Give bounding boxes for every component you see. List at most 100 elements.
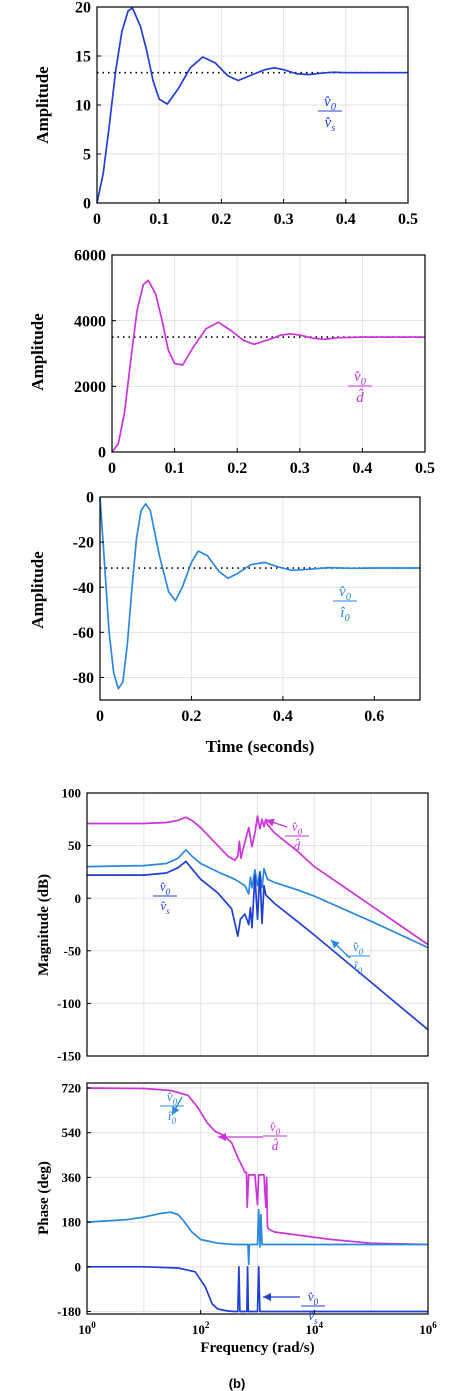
- fraction-denominator-sub: s: [331, 123, 335, 134]
- y-axis-label: Amplitude: [28, 313, 47, 391]
- plot-frame: [111, 254, 426, 453]
- fraction-denominator: d̂: [294, 838, 301, 853]
- y-axis-label: Phase (deg): [36, 1161, 52, 1235]
- y-tick-label: 540: [62, 1125, 82, 1140]
- x-tick-exponent: 6: [432, 1320, 437, 1330]
- fraction-denominator-sub: 0: [172, 1116, 177, 1126]
- x-tick-label: 100: [78, 1320, 96, 1337]
- fraction-denominator-sub: s: [166, 906, 170, 916]
- y-tick-label: 20: [75, 0, 91, 17]
- step-response-io-chart: 0 -20 -40 -60 -80 0 0.2 0.4 0.6 Amplitude Time (se…: [28, 490, 421, 756]
- arrow-head: [263, 1293, 271, 1301]
- arrow-head: [172, 1106, 180, 1115]
- fraction-numerator: v̂0: [270, 1119, 281, 1137]
- x-tick-label: 0.4: [352, 460, 372, 477]
- fraction-numerator-sub: 0: [331, 102, 337, 113]
- y-tick-label: 360: [62, 1170, 82, 1185]
- x-tick-exponent: 4: [319, 1320, 324, 1330]
- series-line-0: [87, 815, 429, 946]
- transfer-fn-label-2: v̂0v̂s: [301, 1289, 325, 1326]
- transfer-fn-label-0: v̂0d̂: [285, 819, 309, 853]
- y-tick-label: -50: [64, 943, 81, 958]
- arrow-head: [218, 1133, 226, 1141]
- x-axis-label: Frequency (rad/s): [200, 1340, 314, 1356]
- figure-label-b: (b): [229, 1376, 246, 1391]
- y-tick-label: 0: [75, 891, 82, 906]
- y-axis-label: Magnitude (dB): [36, 874, 52, 976]
- x-tick-label: 0.3: [290, 460, 310, 477]
- y-tick-label: -150: [57, 1049, 81, 1064]
- fraction-numerator-sub: 0: [359, 947, 364, 957]
- y-tick-label: 2000: [74, 379, 106, 396]
- fraction-denominator-sub: s: [314, 1316, 318, 1326]
- fraction-denominator: î0: [340, 605, 350, 624]
- x-tick-label: 0: [93, 211, 101, 228]
- y-tick-label: 0: [83, 196, 91, 213]
- y-tick-label: 6000: [74, 248, 106, 265]
- x-tick-label: 0.4: [336, 211, 356, 228]
- fraction-numerator-sub: 0: [166, 887, 171, 897]
- series-line-2: [87, 860, 429, 1031]
- fraction-numerator-sub: 0: [346, 592, 352, 603]
- y-tick-label: 720: [62, 1081, 82, 1096]
- arrow-io-mag: [330, 939, 351, 959]
- y-tick-label: 0: [86, 490, 94, 507]
- series-line-1: [86, 1208, 428, 1266]
- transfer-fn-label-2: v̂0î0: [346, 939, 370, 976]
- plot-frame: [86, 1082, 429, 1315]
- plot-area: [100, 497, 420, 700]
- fraction-denominator-sub: 0: [344, 613, 350, 624]
- fraction-numerator-sub: 0: [276, 1127, 281, 1137]
- fraction-numerator: v̂0: [160, 879, 171, 897]
- series-line-0: [86, 1087, 429, 1246]
- fraction-denominator: î0: [354, 958, 363, 976]
- y-tick-label: 50: [68, 838, 81, 853]
- fraction-denominator: v̂s: [308, 1308, 318, 1326]
- fraction-denominator: d̂: [356, 389, 364, 406]
- y-tick-label: 10: [75, 98, 91, 115]
- transfer-fn-label-0: v̂0d̂: [263, 1119, 287, 1153]
- arrow-io-phase: [171, 1096, 183, 1116]
- fraction-numerator-sub: 0: [298, 827, 303, 837]
- y-tick-label: -100: [57, 996, 81, 1011]
- x-tick-label: 0: [108, 460, 116, 477]
- y-tick-label: 15: [75, 49, 91, 66]
- fraction-numerator: v̂0: [167, 1089, 178, 1107]
- arrow-head: [266, 818, 275, 827]
- fraction-numerator-sub: 0: [173, 1097, 178, 1107]
- fraction-numerator-sub: 0: [314, 1297, 319, 1307]
- y-tick-label: -180: [57, 1304, 81, 1319]
- plot-area: [112, 255, 425, 452]
- x-tick-label: 102: [192, 1320, 210, 1337]
- x-tick-label: 0.3: [274, 211, 294, 228]
- x-tick-label: 0.4: [273, 708, 293, 725]
- transfer-fn-label-1: v̂0v̂s: [153, 879, 177, 916]
- x-tick-label: 0.5: [398, 211, 418, 228]
- arrow-vs-phase: [263, 1293, 300, 1301]
- fraction-numerator: v̂0: [353, 939, 364, 957]
- x-tick-label: 106: [419, 1320, 437, 1337]
- y-tick-label: 0: [75, 1259, 82, 1274]
- x-tick-label: 0.2: [211, 211, 231, 228]
- y-tick-label: 180: [62, 1215, 82, 1230]
- series-line-0: [99, 496, 420, 690]
- x-tick-label: 0.5: [415, 460, 435, 477]
- x-tick-exponent: 2: [205, 1320, 210, 1330]
- fraction-numerator: v̂0: [292, 819, 303, 837]
- fraction-denominator: v̂s: [160, 898, 170, 916]
- arrow-head: [331, 940, 340, 949]
- y-tick-label: -80: [73, 670, 94, 687]
- y-axis-label: Amplitude: [33, 66, 52, 144]
- fraction-numerator: v̂0: [308, 1289, 319, 1307]
- series-line-2: [87, 1265, 428, 1313]
- transfer-fn-label-1: v̂0î0: [160, 1089, 184, 1126]
- fraction-denominator: v̂s: [325, 115, 336, 134]
- y-tick-label: -40: [73, 580, 94, 597]
- plot-frame: [86, 792, 429, 1057]
- x-tick-label: 0.2: [227, 460, 247, 477]
